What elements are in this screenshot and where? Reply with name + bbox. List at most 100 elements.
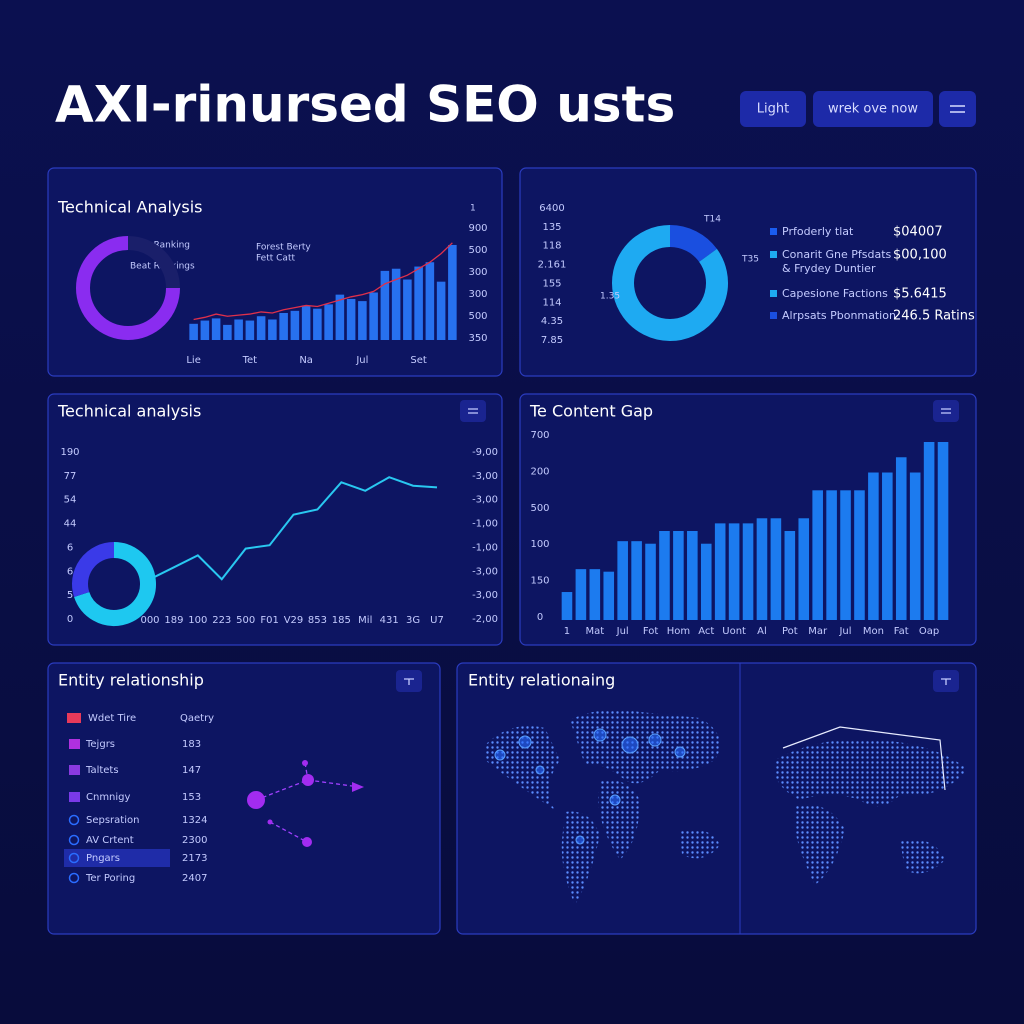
bar (589, 569, 601, 620)
x-tick-label: Pot (782, 626, 798, 637)
gauge-arc (76, 236, 180, 340)
bar (436, 281, 446, 340)
x-tick-label: Mil (358, 615, 372, 626)
table-cell: Sepsration (86, 815, 139, 826)
bar (798, 518, 810, 620)
legend-swatch (770, 312, 777, 319)
row-icon (69, 739, 80, 749)
legend-label: Capesione Factions (782, 287, 888, 300)
annotation: T35 (741, 255, 759, 265)
button[interactable] (740, 91, 806, 127)
bar (575, 569, 587, 620)
bar (200, 320, 210, 340)
bar (770, 518, 782, 620)
bar (234, 319, 243, 340)
bar (742, 523, 754, 620)
hotspot (609, 794, 621, 806)
trend-line (193, 242, 453, 321)
x-tick-label: 189 (164, 615, 183, 626)
hotspot (621, 736, 639, 754)
bar (369, 292, 378, 340)
y-tick-label: -2,00 (472, 614, 498, 625)
x-tick-label: 185 (332, 615, 351, 626)
bar (324, 304, 333, 340)
panel-title: Technical analysis (57, 402, 201, 421)
menu-icon (941, 408, 951, 414)
bar (868, 472, 879, 620)
x-tick-label: 000 (140, 615, 159, 626)
y-tick-label: 6 (67, 542, 73, 553)
row-icon (68, 834, 80, 846)
network-node (247, 791, 265, 809)
bar (826, 490, 837, 620)
legend-label: & Frydey Duntier (782, 262, 876, 275)
table-cell: Taltets (85, 765, 119, 776)
bar (425, 262, 435, 340)
button[interactable] (813, 91, 933, 127)
bar (909, 472, 921, 620)
bar (659, 531, 670, 620)
x-tick-label: U7 (430, 615, 444, 626)
network-node (352, 782, 364, 792)
row-icon (68, 852, 80, 864)
table-cell: 153 (182, 792, 201, 803)
bar (223, 324, 232, 340)
map-region (485, 726, 560, 810)
hotspot (494, 749, 506, 761)
legend-label: Prfoderly tlat (782, 225, 854, 238)
world-map (485, 709, 968, 905)
panel-title: Entity relationaing (468, 671, 615, 690)
x-tick-label: Jul (838, 626, 851, 637)
row-icon (69, 792, 80, 802)
menu-icon (941, 678, 951, 685)
annotation: T14 (703, 215, 721, 225)
bar (358, 301, 367, 340)
legend-label: Alrpsats Pbonmation (782, 309, 896, 322)
network-node (302, 774, 314, 786)
y-tick-label: 118 (542, 241, 561, 252)
bar (728, 523, 740, 620)
panel-menu[interactable] (933, 400, 959, 422)
row-icon (68, 814, 80, 826)
x-tick-label: Al (757, 626, 767, 637)
hotspot (518, 735, 532, 749)
hotspot (648, 733, 662, 747)
x-tick-label: Uont (722, 626, 746, 637)
bar (673, 531, 684, 620)
button-label[interactable]: Light (757, 102, 789, 117)
bar (561, 592, 573, 620)
y-tick-label: -3,00 (472, 495, 498, 506)
y-tick-label: -3,00 (472, 566, 498, 577)
table-cell: Ter Poring (85, 873, 135, 884)
panel-menu[interactable] (460, 400, 486, 422)
panel (456, 662, 977, 935)
bar (714, 523, 726, 620)
button-label[interactable]: wrek ove now (828, 102, 918, 117)
legend-swatch (770, 290, 777, 297)
y-tick-label: 0 (67, 614, 73, 625)
bar (756, 518, 768, 620)
legend-swatch (770, 251, 777, 258)
y-tick-label: -3,00 (472, 471, 498, 482)
menu-icon (404, 678, 414, 685)
annotation: Beat Ranking (130, 241, 190, 251)
bar (313, 308, 322, 340)
map-region (561, 811, 600, 905)
bar (245, 320, 255, 340)
bar (784, 531, 796, 620)
x-tick-label: Oap (919, 626, 939, 637)
bar (391, 268, 401, 340)
y-tick-label: 350 (468, 333, 487, 344)
table-cell: 183 (182, 739, 201, 750)
network-node (267, 819, 273, 825)
bar (812, 490, 823, 620)
x-tick-label: 100 (188, 615, 207, 626)
y-tick-label: 190 (60, 447, 79, 458)
x-tick-label: Mon (863, 626, 884, 637)
row-icon (68, 872, 80, 884)
menu-button[interactable] (939, 91, 976, 127)
hotspot (593, 728, 607, 742)
panel-title: Entity relationship (58, 671, 204, 690)
table-cell: AV Crtent (86, 835, 134, 846)
x-tick-label: Fot (643, 626, 659, 637)
